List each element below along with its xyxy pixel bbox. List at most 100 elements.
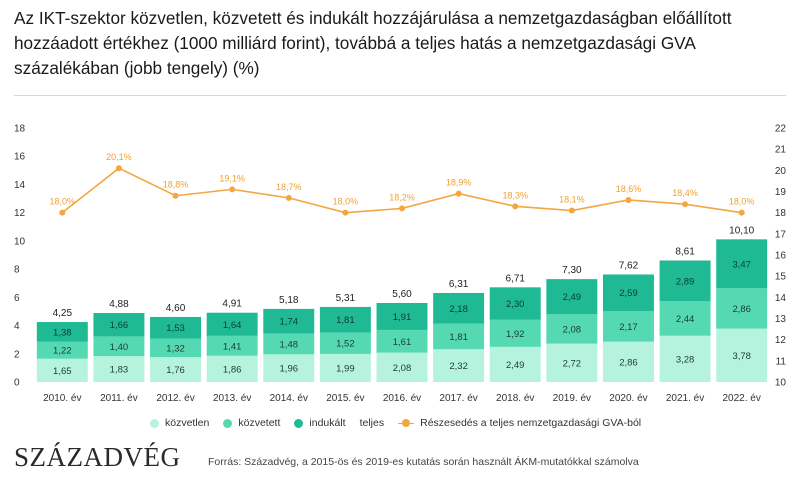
bar-segment-label: 1,91: [393, 312, 412, 323]
share-point-label: 19,1%: [219, 173, 245, 183]
y-left-tick-label: 4: [14, 321, 20, 332]
x-tick-label: 2011. év: [100, 393, 138, 404]
bar-segment-label: 2,30: [506, 299, 525, 310]
legend-swatch-kozvetett: [223, 418, 233, 428]
bar-total-label: 10,10: [729, 225, 754, 236]
source-note: Forrás: Századvég, a 2015-ös és 2019-es …: [208, 456, 639, 468]
share-point: [568, 207, 575, 214]
bar-segment-3: [489, 287, 541, 320]
bar-total-label: 5,18: [279, 295, 299, 306]
bar-segment-label: 2,49: [563, 292, 582, 303]
y-left-tick-label: 2: [14, 349, 20, 360]
bar-segment-label: 3,47: [732, 259, 751, 270]
bar-segment-3: [36, 322, 88, 342]
share-point: [342, 209, 349, 216]
bar-segment-label: 1,48: [280, 339, 299, 350]
share-point-label: 18,9%: [446, 178, 472, 188]
bar-segment-label: 3,78: [732, 351, 751, 362]
share-point: [172, 192, 179, 199]
y-right-tick-label: 18: [775, 208, 787, 219]
bar-segment-3: [376, 302, 428, 330]
share-point-label: 18,4%: [672, 188, 698, 198]
x-tick-label: 2022. év: [723, 393, 761, 404]
bar-segment-2: [93, 336, 145, 357]
y-left-tick-label: 18: [14, 124, 26, 135]
bar-segment-label: 2,86: [619, 357, 638, 368]
y-left-tick-label: 6: [14, 293, 20, 304]
x-tick-label: 2018. év: [496, 393, 534, 404]
bar-segment-label: 1,53: [166, 323, 185, 334]
bar-segment-label: 1,38: [53, 327, 72, 338]
legend-swatch-indukalt: [294, 418, 304, 428]
bar-segment-3: [93, 312, 145, 337]
bar-segment-1: [206, 355, 258, 382]
bar-segment-1: [602, 341, 654, 382]
bar-total-label: 7,62: [619, 260, 639, 271]
bar-segment-1: [319, 353, 371, 382]
bar-segment-label: 1,74: [280, 317, 299, 328]
y-left-tick-label: 14: [14, 180, 26, 191]
bar-segment-1: [659, 335, 711, 382]
x-tick-label: 2014. év: [270, 393, 308, 404]
bar-segment-label: 2,49: [506, 360, 525, 371]
bar-total-label: 5,31: [336, 293, 356, 304]
legend-swatch-share: [398, 418, 415, 428]
bar-segment-label: 1,76: [166, 365, 185, 376]
bar-segment-3: [206, 312, 258, 336]
bar-total-label: 8,61: [675, 247, 695, 258]
share-point: [285, 194, 292, 201]
bar-segment-label: 1,83: [110, 365, 129, 376]
chart-legend: közvetlen közvetett indukált teljes Rész…: [150, 415, 655, 431]
y-right-tick-label: 17: [775, 229, 787, 240]
legend-item-teljes: teljes: [360, 417, 385, 429]
bar-segment-label: 1,92: [506, 329, 525, 340]
stacked-bar-line-chart: 0 2 4 6 8 10 12 14 16 18 10 11 12 13 14 15 16 17 18 19 20 21 2…: [14, 124, 787, 405]
bar-segment-label: 2,72: [563, 358, 582, 369]
bar-segment-3: [433, 292, 485, 324]
bar-segment-1: [150, 357, 202, 382]
title-divider: [14, 95, 786, 96]
bar-segment-label: 3,28: [676, 354, 695, 365]
bar-segment-label: 1,86: [223, 364, 242, 375]
bar-segment-3: [716, 239, 768, 289]
share-point: [512, 203, 519, 210]
y-left-tick-label: 0: [14, 378, 20, 389]
bar-segment-1: [263, 354, 315, 382]
bar-segment-2: [546, 314, 598, 344]
bar-segment-label: 1,32: [166, 343, 185, 354]
y-right-tick-label: 11: [776, 356, 787, 367]
bar-segment-label: 1,22: [53, 346, 72, 357]
bar-segment-label: 1,96: [280, 364, 299, 375]
bar-segment-1: [716, 328, 768, 382]
bar-segment-label: 2,32: [449, 361, 468, 372]
x-tick-label: 2010. év: [43, 393, 81, 404]
legend-item-kozvetett: közvetett: [223, 417, 280, 429]
bar-segment-label: 1,40: [110, 342, 129, 353]
legend-label-indukalt: indukált: [309, 417, 346, 429]
share-point-label: 20,1%: [106, 152, 132, 162]
share-point: [229, 186, 236, 193]
bar-segment-label: 1,66: [110, 320, 129, 331]
x-tick-label: 2012. év: [156, 393, 194, 404]
y-right-tick-label: 22: [775, 124, 787, 135]
bar-segment-2: [263, 333, 315, 355]
bar-segment-1: [489, 346, 541, 382]
bar-total-label: 6,71: [505, 273, 525, 284]
bar-segment-label: 2,17: [619, 322, 638, 333]
share-point: [738, 209, 745, 216]
y-left-tick-label: 10: [14, 236, 26, 247]
bar-segment-2: [489, 319, 541, 347]
bar-segment-label: 2,59: [619, 288, 638, 299]
share-point-label: 18,6%: [616, 184, 642, 194]
y-right-tick-label: 12: [775, 335, 787, 346]
bar-segment-2: [376, 329, 428, 353]
bar-segment-2: [319, 332, 371, 354]
share-point-label: 18,8%: [163, 180, 189, 190]
x-tick-label: 2013. év: [213, 393, 251, 404]
y-right-tick-label: 20: [775, 166, 787, 177]
bar-segment-label: 1,41: [223, 341, 242, 352]
x-tick-label: 2016. év: [383, 393, 421, 404]
bar-segment-2: [206, 335, 258, 356]
share-point: [625, 196, 632, 203]
bar-segment-1: [433, 349, 485, 382]
